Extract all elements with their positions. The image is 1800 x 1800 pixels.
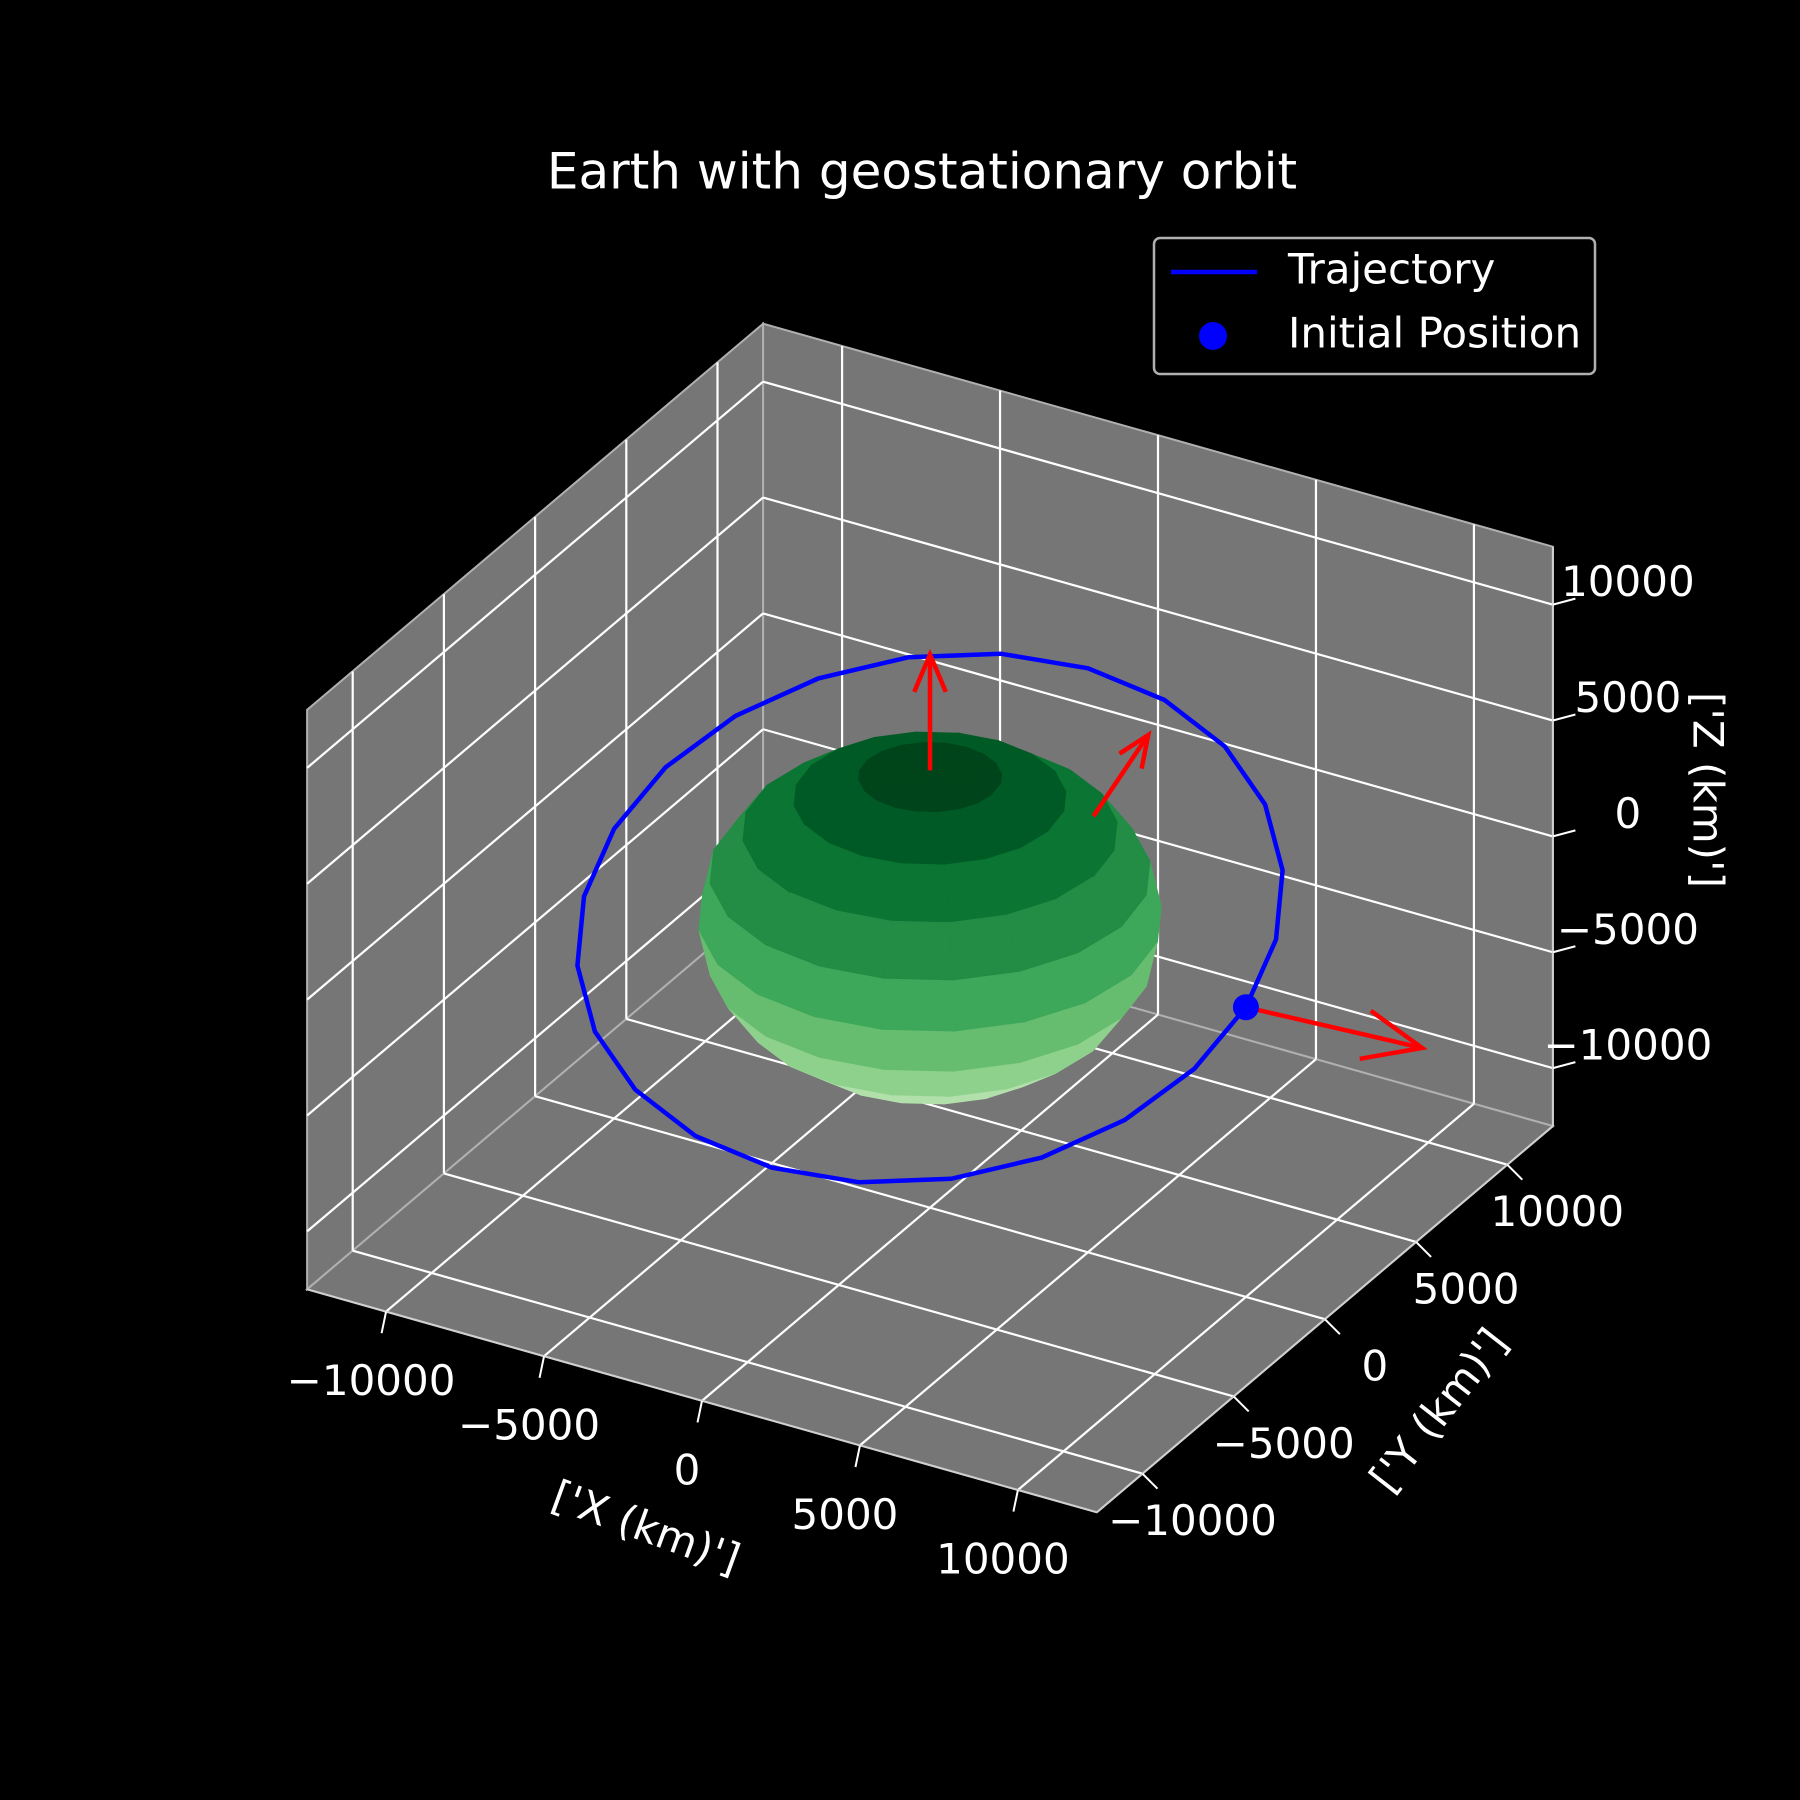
grid-line bbox=[306, 496, 764, 885]
y-tick bbox=[1232, 1395, 1250, 1413]
z-tick-label: −10000 bbox=[1543, 1021, 1712, 1070]
grid-line bbox=[534, 1095, 1326, 1321]
grid-line bbox=[762, 496, 1554, 722]
arrow bbox=[912, 648, 948, 771]
trajectory-line bbox=[575, 651, 1285, 1185]
legend-label: Initial Position bbox=[1288, 309, 1581, 358]
y-tick-label: 0 bbox=[1362, 1342, 1389, 1391]
z-tick bbox=[1552, 1061, 1576, 1070]
z-tick bbox=[1552, 945, 1576, 954]
y-tick-label: −10000 bbox=[1108, 1496, 1277, 1545]
x-tick-label: 0 bbox=[674, 1445, 701, 1494]
x-tick-label: −5000 bbox=[458, 1401, 600, 1450]
y-tick bbox=[1141, 1472, 1159, 1490]
arrow-shape bbox=[912, 648, 948, 771]
earth-face bbox=[881, 1028, 955, 1072]
arrow-shape bbox=[1091, 730, 1152, 818]
y-tick bbox=[1506, 1163, 1524, 1181]
legend-label: Trajectory bbox=[1287, 245, 1495, 294]
x-tick bbox=[538, 1355, 546, 1378]
grid-line bbox=[306, 844, 764, 1233]
x-tick bbox=[1012, 1489, 1019, 1512]
x-tick bbox=[696, 1400, 703, 1423]
x-tick bbox=[380, 1311, 388, 1334]
grid-line bbox=[306, 380, 764, 769]
earth-face bbox=[881, 977, 955, 1032]
grid-line bbox=[762, 380, 1554, 606]
grid-line bbox=[762, 612, 1554, 838]
z-tick bbox=[1552, 713, 1576, 722]
y-tick-label: −5000 bbox=[1213, 1419, 1355, 1468]
earth-face bbox=[883, 1068, 954, 1097]
y-tick-label: 5000 bbox=[1413, 1264, 1520, 1313]
y-tick bbox=[1415, 1241, 1432, 1258]
z-tick bbox=[1552, 597, 1576, 606]
x-tick-label: 10000 bbox=[936, 1534, 1070, 1583]
grid-line bbox=[626, 1017, 1417, 1243]
arrow bbox=[1091, 730, 1152, 818]
z-axis-label: ['Z (km)'] bbox=[1684, 692, 1733, 888]
plot-area: −10000−50000500010000−10000−500005000100… bbox=[287, 321, 1712, 1583]
initial-position-marker bbox=[1232, 994, 1259, 1021]
earth-face bbox=[883, 920, 954, 981]
arrow-shape bbox=[1245, 1005, 1428, 1062]
legend: Trajectory Initial Position bbox=[1152, 236, 1597, 376]
grid-line bbox=[352, 1249, 1143, 1475]
y-tick bbox=[1324, 1318, 1341, 1335]
z-tick-label: 5000 bbox=[1574, 673, 1681, 722]
legend-box bbox=[1152, 236, 1597, 376]
grid-line bbox=[306, 612, 764, 1001]
x-tick-label: 5000 bbox=[792, 1490, 899, 1539]
z-tick bbox=[1552, 829, 1576, 838]
z-tick-label: 10000 bbox=[1561, 557, 1695, 606]
z-tick-label: −5000 bbox=[1557, 905, 1699, 954]
x-tick bbox=[854, 1445, 861, 1468]
legend-swatch bbox=[1199, 322, 1227, 350]
arrow bbox=[1245, 1005, 1428, 1062]
y-tick-label: 10000 bbox=[1490, 1187, 1624, 1236]
grid-line bbox=[306, 728, 764, 1117]
earth-face bbox=[952, 970, 1026, 1032]
grid-line bbox=[443, 1172, 1234, 1398]
chart-title: Earth with geostationary orbit bbox=[547, 143, 1297, 201]
earth-face bbox=[890, 863, 951, 924]
x-tick-label: −10000 bbox=[287, 1356, 456, 1405]
z-tick-label: 0 bbox=[1615, 789, 1642, 838]
